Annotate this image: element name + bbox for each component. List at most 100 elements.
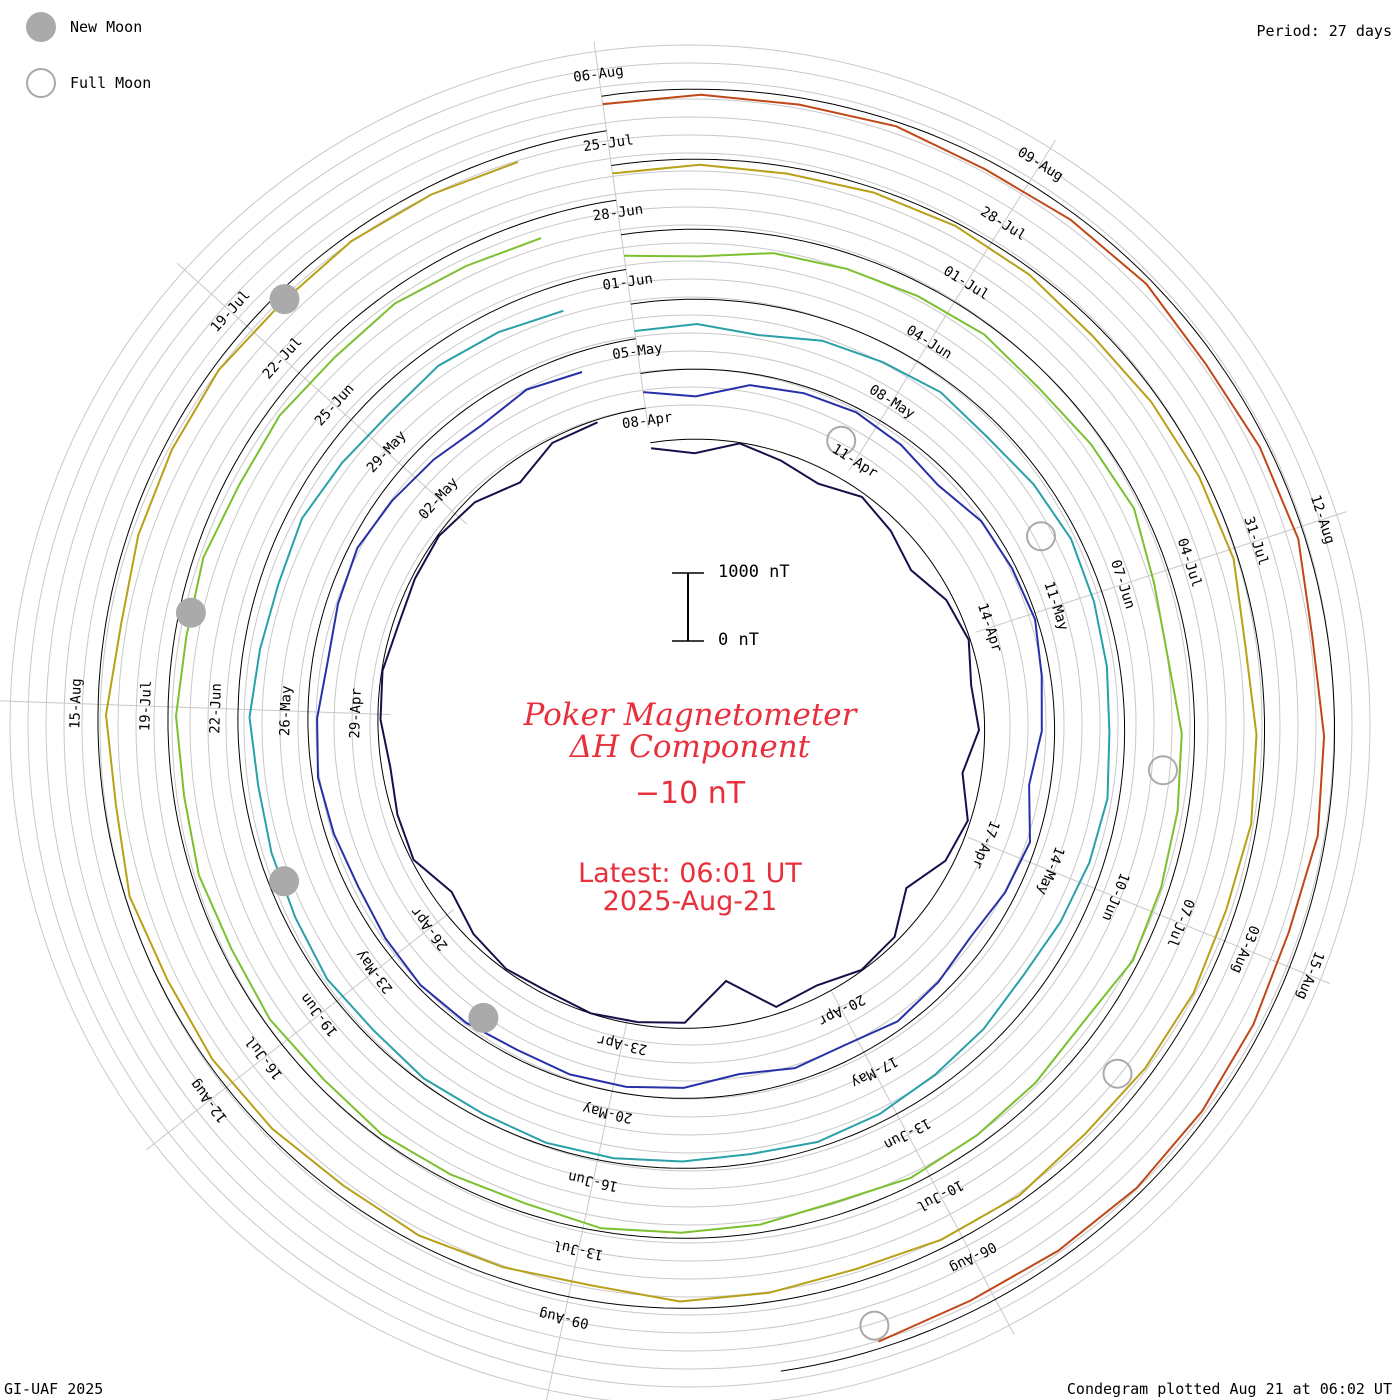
date-label: 08-Apr: [621, 409, 673, 432]
baseline-rotation-6: [601, 88, 1335, 1372]
date-label: 04-Jun: [903, 322, 954, 362]
latest-time: Latest: 06:01 UT: [578, 858, 802, 889]
date-label: 25-Jun: [312, 381, 358, 429]
period-label: Period: 27 days: [1256, 22, 1392, 40]
moon-markers: [175, 284, 1178, 1341]
date-label: 06-Aug: [572, 63, 624, 86]
new-moon-icon: [26, 12, 56, 42]
date-label: 26-May: [277, 685, 295, 736]
date-label: 28-Jul: [977, 204, 1028, 244]
full-moon-marker: [1102, 1058, 1133, 1089]
grid-circle: [9, 44, 1371, 1400]
date-label: 03-Aug: [1228, 923, 1262, 976]
grid-circle: [81, 116, 1299, 1334]
series-rotation-6: [602, 93, 1326, 1343]
date-label: 16-Jun: [567, 1168, 620, 1194]
date-label: 23-May: [353, 947, 397, 997]
baseline-rotation-4: [167, 199, 1195, 1239]
full-moon-marker: [1148, 755, 1178, 786]
grid-spoke: [975, 511, 1347, 633]
series-rotation-5: [104, 161, 1258, 1303]
grid-circle: [117, 152, 1263, 1298]
series-rotation-3: [248, 309, 1111, 1163]
full-moon-marker: [1026, 521, 1056, 552]
date-label: 12-Aug: [1307, 493, 1338, 546]
full-moon-icon: [26, 68, 56, 98]
date-label: 08-May: [866, 382, 917, 422]
date-label: 02-May: [416, 475, 462, 523]
date-label: 22-Jun: [207, 683, 225, 734]
full-moon-marker: [826, 425, 857, 456]
date-label: 14-May: [1034, 844, 1068, 897]
chart-title: Poker Magnetometer: [523, 697, 857, 733]
grid-circle: [135, 170, 1245, 1280]
date-label: 06-Aug: [947, 1238, 999, 1276]
date-label: 10-Jun: [1098, 870, 1132, 923]
series-rotation-4: [174, 237, 1183, 1234]
date-label: 17-May: [848, 1053, 900, 1091]
spiral-baselines: [97, 88, 1335, 1372]
grid-circle: [315, 350, 1065, 1100]
date-label: 28-Jun: [592, 202, 644, 225]
grid-circle: [261, 296, 1119, 1154]
scale-bar: [672, 572, 704, 642]
grid-spoke: [830, 989, 1015, 1335]
date-label: 19-Jun: [297, 990, 341, 1040]
grid-circle: [153, 188, 1227, 1262]
grid-circle: [171, 206, 1209, 1244]
date-label: 29-May: [364, 428, 410, 476]
date-label: 23-Apr: [596, 1031, 649, 1057]
grid-spoke: [176, 262, 468, 525]
credit-label: GI-UAF 2025: [4, 1380, 104, 1398]
grid-circle: [99, 134, 1281, 1316]
grid-spoke: [967, 836, 1330, 984]
date-label: 07-Jun: [1107, 558, 1138, 611]
legend-full-moon: Full Moon: [26, 68, 151, 98]
grid-circle: [27, 62, 1353, 1388]
grid-circle: [351, 386, 1029, 1064]
date-label: 09-Aug: [1015, 144, 1066, 184]
grid-circle: [243, 278, 1137, 1172]
date-label: 09-Aug: [537, 1305, 590, 1331]
chart-subtitle: ΔH Component: [569, 729, 811, 765]
baseline-offset: −10 nT: [634, 776, 746, 811]
grid-circle: [297, 332, 1083, 1118]
grid-spoke: [145, 909, 454, 1151]
date-label: 19-Jul: [208, 287, 254, 335]
series-rotation-1: [379, 421, 981, 1024]
date-label: 01-Jun: [602, 271, 654, 294]
baseline-rotation-2: [307, 338, 1056, 1099]
full-moon-marker: [859, 1310, 890, 1341]
grid-circle: [369, 404, 1011, 1046]
grid-circle: [189, 224, 1191, 1226]
latest-date: 2025-Aug-21: [602, 886, 778, 917]
date-label: 15-Aug: [67, 678, 85, 729]
new-moon-marker: [468, 1002, 499, 1033]
grid-circle: [279, 314, 1101, 1136]
new-moon-marker: [269, 284, 300, 315]
series-rotation-2: [316, 371, 1043, 1089]
full-moon-label: Full Moon: [70, 74, 152, 92]
data-series: [104, 93, 1326, 1343]
grid-circle: [207, 242, 1173, 1208]
date-label: 13-Jun: [881, 1114, 933, 1152]
legend-new-moon: New Moon: [26, 12, 142, 42]
date-label: 19-Jul: [137, 680, 155, 731]
baseline-rotation-3: [237, 269, 1126, 1169]
new-moon-marker: [269, 866, 300, 897]
date-label: 12-Aug: [187, 1076, 231, 1126]
grid-spoke: [0, 700, 391, 716]
date-label: 04-Jul: [1174, 536, 1205, 589]
new-moon-label: New Moon: [70, 18, 143, 36]
baseline-rotation-1: [377, 407, 986, 1029]
new-moon-marker: [175, 597, 206, 628]
date-label: 13-Jul: [552, 1237, 605, 1263]
date-label: 31-Jul: [1240, 515, 1271, 568]
date-label: 14-Apr: [974, 601, 1005, 654]
scale-bottom-label: 0 nT: [718, 630, 759, 650]
grid-spoke: [546, 1018, 629, 1400]
date-label: 01-Jul: [940, 263, 991, 303]
date-label: 10-Jul: [914, 1176, 966, 1214]
grid-circle: [63, 98, 1317, 1352]
